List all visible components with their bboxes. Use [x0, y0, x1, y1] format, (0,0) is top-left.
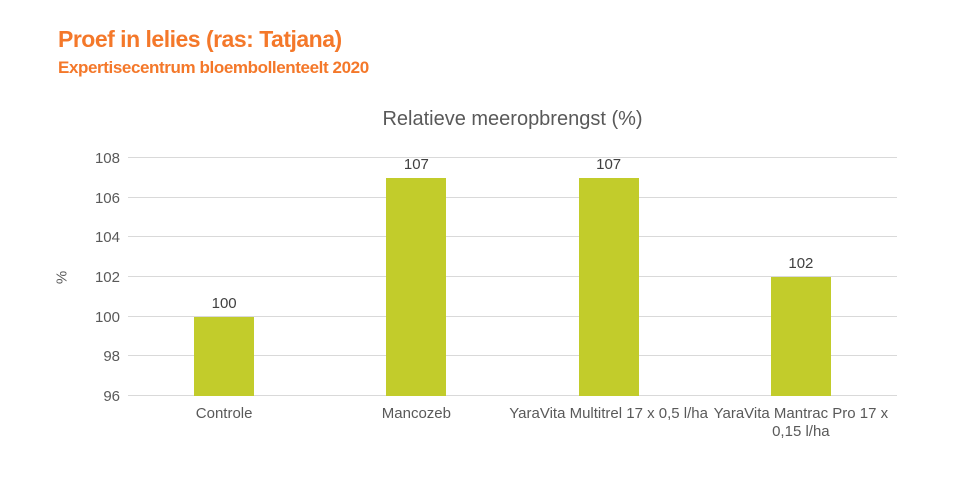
y-tick-label-102: 102	[94, 269, 120, 286]
bar-value-label-2: 107	[403, 155, 429, 173]
page-title: Proef in lelies (ras: Tatjana)	[58, 26, 342, 52]
gridline-y-106	[128, 196, 897, 198]
y-tick-label-98: 98	[103, 348, 120, 366]
x-tick-label-4: YaraVita Mantrac Pro 17 x 0,15 l/ha	[713, 405, 889, 440]
y-tick-label-108: 108	[94, 150, 120, 167]
gridline-y-108	[128, 157, 897, 158]
gridline-y-100	[128, 315, 897, 317]
plot-area	[128, 157, 897, 396]
bar-value-label-3: 107	[596, 155, 622, 173]
y-tick-label-104: 104	[94, 229, 120, 247]
page-subtitle: Expertisecentrum bloembollenteelt 2020	[58, 58, 369, 77]
x-tick-label-1: Controle	[195, 405, 253, 422]
gridline-y-98	[128, 355, 897, 357]
x-tick-label-2: Mancozeb	[381, 405, 451, 422]
gridline-y-104	[128, 236, 897, 238]
bar-value-label-4: 102	[788, 255, 814, 272]
bar-2	[386, 177, 447, 396]
bar-3	[578, 177, 639, 396]
bar-1	[194, 316, 255, 396]
gridline-y-102	[128, 276, 897, 277]
y-tick-label-106: 106	[94, 189, 120, 207]
y-tick-label-100: 100	[94, 308, 120, 326]
bar-4	[770, 277, 831, 396]
x-tick-label-3: YaraVita Multitrel 17 x 0,5 l/ha	[509, 405, 708, 422]
chart-title: Relatieve meeropbrengst (%)	[382, 108, 643, 130]
bar-value-label-1: 100	[211, 294, 237, 312]
gridline-y-96	[128, 395, 897, 396]
y-tick-label-96: 96	[103, 388, 120, 405]
